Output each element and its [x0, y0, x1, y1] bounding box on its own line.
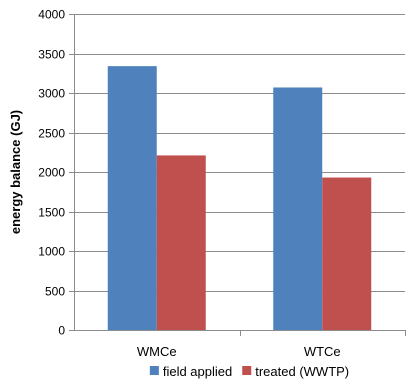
x-tick-label: WTCe [304, 344, 341, 359]
legend-label: treated (WWTP) [255, 364, 349, 379]
y-tick-label: 2000 [38, 166, 65, 180]
y-tick-label: 1000 [38, 245, 65, 259]
bar-wmce-field-applied [107, 66, 157, 330]
axes [74, 14, 405, 331]
legend: field applied treated (WWTP) [149, 364, 349, 379]
legend-label: field applied [163, 364, 232, 379]
y-tick-label: 3500 [38, 48, 65, 62]
bars [107, 66, 372, 330]
x-tick-label: WMCe [137, 344, 177, 359]
y-tick-label: 1500 [38, 206, 65, 220]
bar-wmce-treated-wwtp [156, 155, 206, 330]
y-tick-label: 4000 [38, 8, 65, 22]
legend-swatch [149, 366, 159, 375]
bar-wtce-treated-wwtp [322, 177, 372, 330]
y-tick-label: 3000 [38, 87, 65, 101]
bar-wtce-field-applied [273, 87, 323, 330]
legend-swatch [242, 366, 252, 375]
y-tick-label: 500 [45, 285, 65, 299]
y-tick-label: 0 [58, 324, 65, 338]
y-tick-label: 2500 [38, 127, 65, 141]
y-axis-title: energy balance (GJ) [8, 110, 23, 234]
x-tick-labels: WMCe WTCe [137, 330, 406, 359]
y-tick-labels: 0 500 1000 1500 2000 2500 3000 3500 4000 [38, 8, 74, 338]
